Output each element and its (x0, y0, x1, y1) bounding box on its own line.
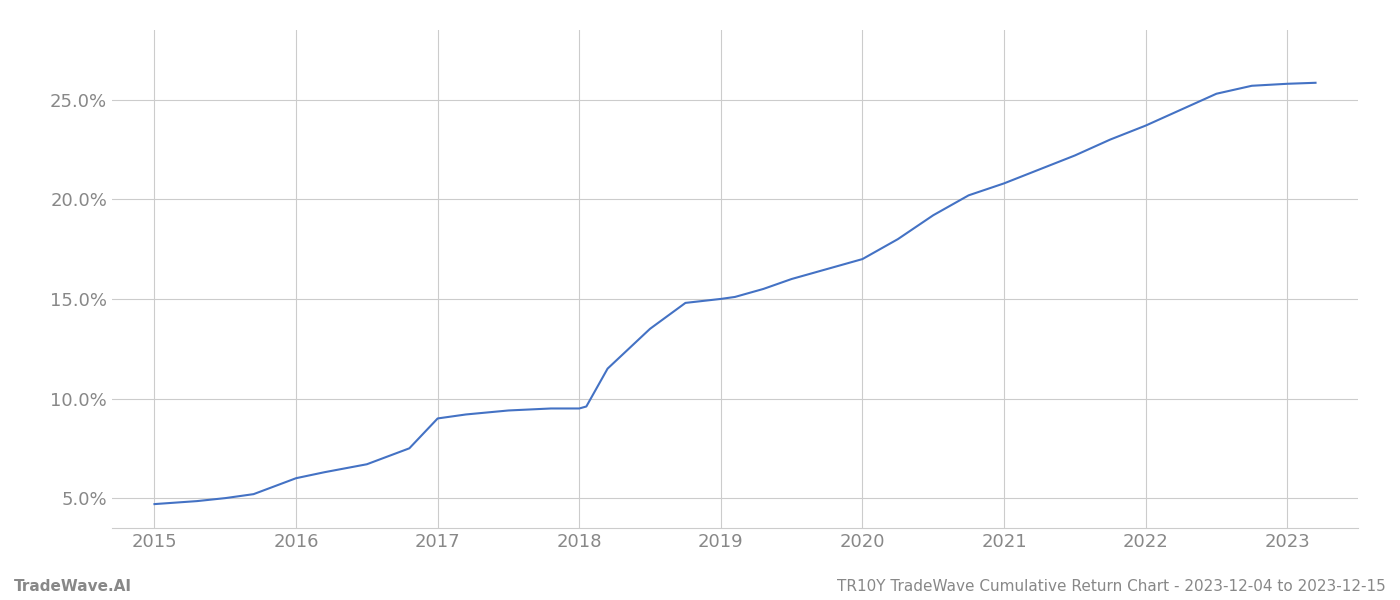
Text: TR10Y TradeWave Cumulative Return Chart - 2023-12-04 to 2023-12-15: TR10Y TradeWave Cumulative Return Chart … (837, 579, 1386, 594)
Text: TradeWave.AI: TradeWave.AI (14, 579, 132, 594)
